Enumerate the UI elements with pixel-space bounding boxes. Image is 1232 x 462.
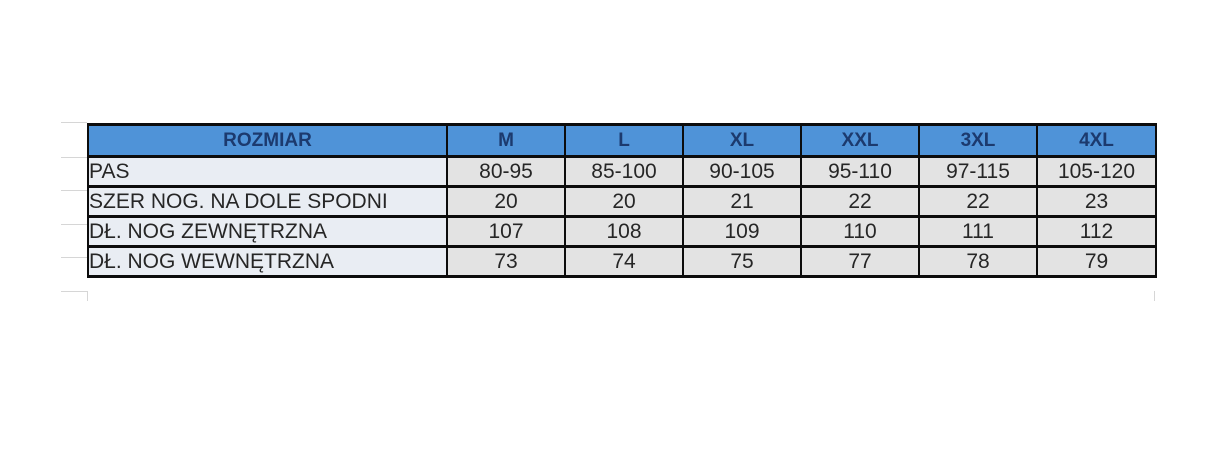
value-cell: 22	[800, 185, 920, 218]
size-chart-table: ROZMIAR M L XL XXL 3XL 4XL PAS 80-95 85-…	[87, 123, 1157, 278]
header-cell-4xl: 4XL	[1036, 123, 1157, 158]
value-cell: 20	[564, 185, 684, 218]
gridline-artifact	[1154, 291, 1155, 301]
value-cell: 95-110	[800, 155, 920, 188]
value-cell: 105-120	[1036, 155, 1157, 188]
value-cell: 90-105	[682, 155, 802, 188]
gridline-artifact	[61, 122, 87, 123]
table-row-dl-nog-wewnetrzna: DŁ. NOG WEWNĘTRZNA 73 74 75 77 78 79	[87, 245, 1157, 278]
header-cell-m: M	[446, 123, 566, 158]
value-cell: 77	[800, 245, 920, 278]
table-row-szer-nog: SZER NOG. NA DOLE SPODNI 20 20 21 22 22 …	[87, 185, 1157, 218]
header-cell-rozmiar: ROZMIAR	[87, 123, 448, 158]
row-label-cell: PAS	[87, 155, 448, 188]
value-cell: 80-95	[446, 155, 566, 188]
value-cell: 73	[446, 245, 566, 278]
value-cell: 85-100	[564, 155, 684, 188]
value-cell: 75	[682, 245, 802, 278]
gridline-artifact	[61, 157, 87, 158]
value-cell: 107	[446, 215, 566, 248]
table-row-pas: PAS 80-95 85-100 90-105 95-110 97-115 10…	[87, 155, 1157, 188]
value-cell: 112	[1036, 215, 1157, 248]
value-cell: 23	[1036, 185, 1157, 218]
table-row-dl-nog-zewnetrzna: DŁ. NOG ZEWNĘTRZNA 107 108 109 110 111 1…	[87, 215, 1157, 248]
gridline-artifact	[87, 291, 88, 301]
value-cell: 97-115	[918, 155, 1038, 188]
value-cell: 79	[1036, 245, 1157, 278]
gridline-artifact	[61, 224, 87, 225]
value-cell: 20	[446, 185, 566, 218]
header-cell-l: L	[564, 123, 684, 158]
value-cell: 108	[564, 215, 684, 248]
value-cell: 110	[800, 215, 920, 248]
value-cell: 111	[918, 215, 1038, 248]
header-row: ROZMIAR M L XL XXL 3XL 4XL	[87, 123, 1157, 158]
gridline-artifact	[61, 190, 87, 191]
value-cell: 78	[918, 245, 1038, 278]
row-label-cell: SZER NOG. NA DOLE SPODNI	[87, 185, 448, 218]
row-label-cell: DŁ. NOG ZEWNĘTRZNA	[87, 215, 448, 248]
header-cell-3xl: 3XL	[918, 123, 1038, 158]
value-cell: 74	[564, 245, 684, 278]
value-cell: 22	[918, 185, 1038, 218]
header-cell-xl: XL	[682, 123, 802, 158]
value-cell: 109	[682, 215, 802, 248]
row-label-cell: DŁ. NOG WEWNĘTRZNA	[87, 245, 448, 278]
value-cell: 21	[682, 185, 802, 218]
gridline-artifact	[61, 257, 87, 258]
header-cell-xxl: XXL	[800, 123, 920, 158]
gridline-artifact	[61, 291, 87, 292]
